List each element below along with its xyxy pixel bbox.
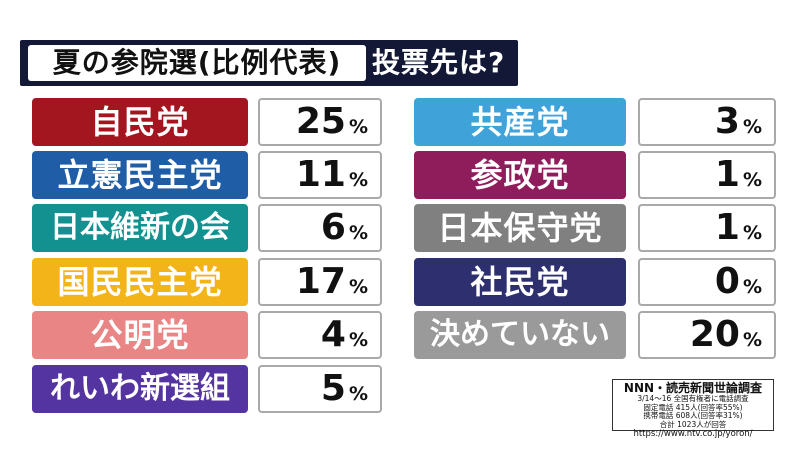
source-line-1: 3/14〜16 全国有権者に電話調査: [637, 394, 749, 403]
source-title: NNN・読売新聞世論調査: [623, 381, 763, 395]
percent-value: 17%: [258, 258, 382, 306]
party-label: 共産党: [414, 98, 626, 146]
source-line-4: 合計 1023人が回答: [659, 419, 727, 429]
party-label: 自民党: [32, 98, 248, 146]
percent-number: 6: [320, 207, 346, 248]
percent-sign: %: [742, 116, 762, 138]
percent-number: 3: [714, 101, 740, 142]
percent-value: 6%: [258, 204, 382, 252]
party-label: 社民党: [414, 258, 626, 306]
source-line-2: 固定電話 415人(回答率55%): [643, 402, 743, 412]
party-label: 日本保守党: [414, 204, 626, 252]
party-label: 日本維新の会: [32, 204, 248, 252]
percent-sign: %: [742, 222, 762, 244]
percent-number: 17: [295, 261, 346, 302]
percent-value: 25%: [258, 98, 382, 146]
title-question: 投票先は?: [372, 46, 506, 79]
percent-number: 25: [295, 101, 346, 142]
percent-sign: %: [348, 329, 368, 351]
source-line-3: 携帯電話 608人(回答率31%): [643, 411, 743, 420]
percent-sign: %: [742, 169, 762, 191]
percent-sign: %: [348, 383, 368, 405]
percent-sign: %: [348, 169, 368, 191]
party-label: 国民民主党: [32, 258, 248, 306]
percent-value: 3%: [638, 98, 776, 146]
percent-number: 20: [689, 314, 740, 355]
party-label: 公明党: [32, 311, 248, 359]
source-url: https://www.ntv.co.jp/yoron/: [633, 429, 753, 439]
percent-number: 11: [295, 154, 346, 195]
percent-value: 5%: [258, 365, 382, 413]
percent-number: 1: [714, 154, 740, 195]
party-label: れいわ新選組: [32, 365, 248, 413]
source-note: NNN・読売新聞世論調査 3/14〜16 全国有権者に電話調査 固定電話 415…: [612, 379, 774, 439]
percent-sign: %: [742, 276, 762, 298]
percent-number: 4: [320, 314, 346, 355]
percent-sign: %: [348, 116, 368, 138]
percent-value: 0%: [638, 258, 776, 306]
percent-number: 5: [320, 368, 346, 409]
percent-value: 11%: [258, 151, 382, 199]
percent-value: 20%: [638, 311, 776, 359]
percent-number: 1: [714, 207, 740, 248]
percent-sign: %: [742, 329, 762, 351]
title-bar: 夏の参院選(比例代表) 投票先は?: [20, 40, 518, 86]
percent-value: 4%: [258, 311, 382, 359]
party-label: 立憲民主党: [32, 151, 248, 199]
percent-sign: %: [348, 222, 368, 244]
party-label: 参政党: [414, 151, 626, 199]
percent-value: 1%: [638, 151, 776, 199]
percent-sign: %: [348, 276, 368, 298]
percent-number: 0: [714, 261, 740, 302]
percent-value: 1%: [638, 204, 776, 252]
title-main: 夏の参院選(比例代表): [28, 45, 366, 81]
party-label: 決めていない: [414, 311, 626, 359]
